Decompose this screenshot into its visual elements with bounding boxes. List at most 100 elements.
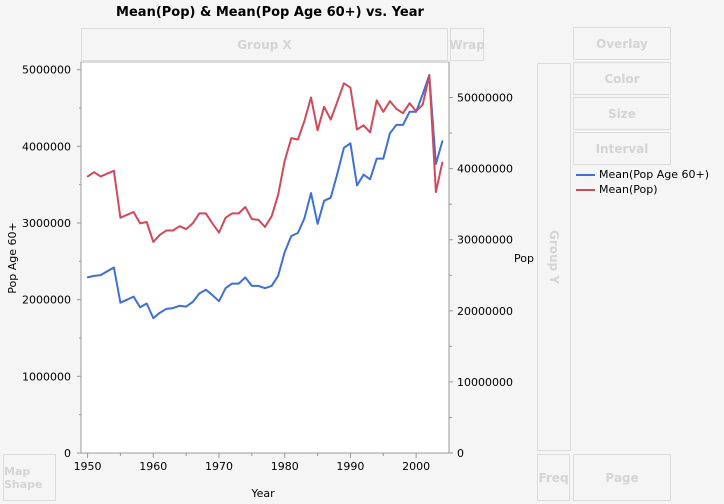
interval-zone[interactable]: Interval (573, 132, 671, 165)
data-point (152, 317, 155, 319)
map-shape-zone[interactable]: Map Shape (3, 454, 56, 501)
data-point (375, 157, 378, 160)
data-point (270, 215, 273, 218)
data-point (218, 300, 220, 303)
data-point (145, 221, 148, 223)
data-point (277, 275, 279, 277)
y-tick-label: 5000000 (22, 64, 71, 77)
legend-label: Mean(Pop) (599, 183, 658, 196)
data-point (172, 229, 174, 232)
data-point (185, 228, 187, 230)
data-point (191, 301, 194, 303)
data-point (421, 93, 424, 95)
data-point (99, 175, 102, 178)
data-point (113, 266, 115, 269)
data-point (93, 171, 95, 173)
overlay-zone[interactable]: Overlay (573, 27, 671, 60)
group-y-zone[interactable]: Group Y (537, 63, 571, 451)
color-zone[interactable]: Color (573, 62, 671, 95)
size-zone[interactable]: Size (573, 97, 671, 130)
group-x-zone[interactable]: Group X (81, 28, 448, 61)
data-point (231, 212, 233, 215)
y-tick-label: 3000000 (22, 217, 71, 230)
data-point (257, 285, 260, 287)
data-point (329, 118, 332, 121)
data-point (231, 282, 233, 285)
plot-area (80, 61, 450, 454)
data-point (237, 212, 240, 215)
data-point (152, 241, 155, 243)
data-point (139, 306, 141, 309)
y-tick-label: 0 (64, 447, 71, 460)
x-tick-label: 1950 (74, 460, 102, 473)
data-point (106, 172, 109, 175)
y2-tick-label: 0 (457, 447, 464, 460)
data-point (441, 161, 444, 164)
chart-title: Mean(Pop) & Mean(Pop Age 60+) vs. Year (116, 5, 424, 20)
data-point (356, 128, 358, 131)
data-point (172, 307, 174, 309)
data-point (323, 105, 325, 108)
data-point (106, 270, 109, 273)
data-point (356, 184, 358, 187)
data-point (415, 110, 417, 112)
data-point (205, 212, 207, 215)
y2-tick-label: 10000000 (457, 376, 513, 389)
data-point (86, 276, 89, 279)
data-point (211, 222, 214, 225)
data-point (441, 140, 444, 142)
data-point (402, 124, 404, 126)
data-point (224, 216, 227, 219)
y-tick-label: 2000000 (22, 294, 71, 307)
data-point (165, 308, 168, 310)
data-point (283, 160, 286, 162)
data-point (375, 99, 378, 102)
data-point (362, 124, 365, 127)
data-point (198, 292, 201, 295)
data-point (237, 282, 240, 285)
data-point (435, 191, 437, 193)
data-point (323, 199, 325, 202)
data-point (408, 111, 411, 113)
page-zone[interactable]: Page (573, 454, 671, 501)
data-point (395, 124, 398, 126)
data-point (297, 232, 299, 234)
data-point (290, 137, 293, 139)
x-tick-label: 1980 (271, 460, 299, 473)
data-point (126, 214, 128, 216)
legend-swatch-blue (576, 173, 595, 176)
data-point (191, 222, 194, 225)
data-point (139, 222, 141, 225)
data-point (86, 175, 89, 178)
y-tick-label: 4000000 (22, 140, 71, 153)
data-point (185, 305, 187, 308)
wrap-zone[interactable]: Wrap (449, 28, 485, 61)
data-point (369, 178, 371, 181)
legend-swatch-red (576, 188, 595, 191)
y2-tick-label: 30000000 (457, 234, 513, 247)
data-point (349, 86, 352, 89)
data-point (264, 287, 266, 289)
data-point (270, 285, 273, 287)
data-point (382, 110, 385, 113)
data-point (310, 96, 312, 99)
data-point (145, 302, 148, 305)
data-point (159, 233, 161, 236)
data-point (224, 287, 227, 289)
data-point (178, 305, 181, 307)
data-point (343, 82, 345, 85)
legend-item-pop-age-60[interactable]: Mean(Pop Age 60+) (576, 168, 709, 181)
freq-zone[interactable]: Freq (537, 454, 570, 501)
data-point (336, 173, 339, 175)
data-point (421, 103, 424, 106)
x-tick-label: 1960 (139, 460, 167, 473)
data-point (343, 147, 345, 149)
legend-item-pop[interactable]: Mean(Pop) (576, 183, 658, 196)
data-point (303, 217, 306, 220)
data-point (244, 206, 247, 208)
data-point (132, 295, 135, 298)
data-point (113, 169, 115, 172)
data-point (389, 132, 391, 135)
y2-tick-label: 50000000 (457, 92, 513, 105)
data-point (310, 192, 312, 194)
